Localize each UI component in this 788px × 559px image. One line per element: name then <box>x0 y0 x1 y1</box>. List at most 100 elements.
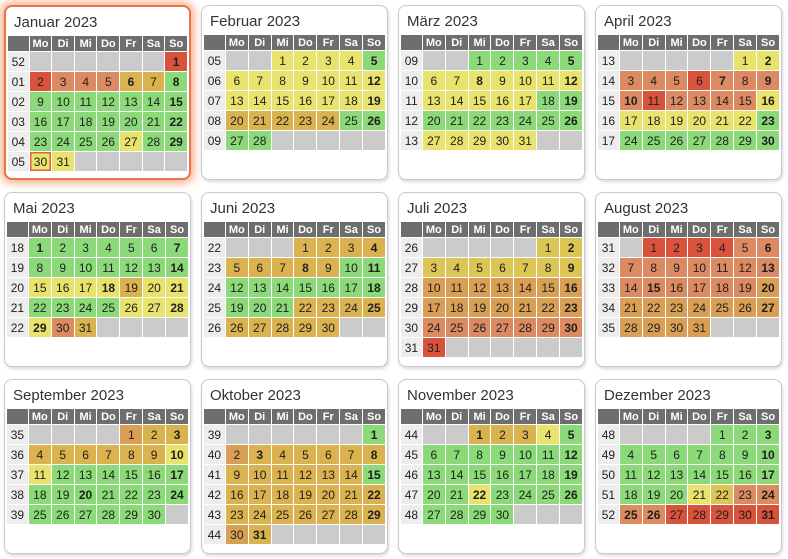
day-cell[interactable]: 7 <box>248 71 271 90</box>
day-cell[interactable]: 13 <box>74 465 97 484</box>
day-cell[interactable]: 11 <box>97 258 120 277</box>
day-cell[interactable]: 9 <box>757 71 779 90</box>
day-cell[interactable]: 25 <box>537 111 560 130</box>
day-cell[interactable]: 5 <box>642 445 665 464</box>
day-cell[interactable]: 26 <box>294 505 317 524</box>
day-cell[interactable]: 18 <box>445 298 468 317</box>
day-cell[interactable]: 20 <box>491 298 514 317</box>
day-cell[interactable]: 13 <box>120 92 142 111</box>
day-cell[interactable]: 10 <box>340 258 363 277</box>
day-cell[interactable]: 21 <box>271 298 294 317</box>
day-cell[interactable]: 6 <box>422 445 445 464</box>
day-cell[interactable]: 9 <box>29 92 52 111</box>
day-cell[interactable]: 5 <box>120 238 143 257</box>
day-cell[interactable]: 10 <box>248 465 271 484</box>
day-cell[interactable]: 28 <box>142 132 165 151</box>
day-cell[interactable]: 2 <box>734 425 757 444</box>
day-cell[interactable]: 6 <box>143 238 166 257</box>
day-cell[interactable]: 9 <box>294 71 317 90</box>
day-cell[interactable]: 28 <box>340 505 363 524</box>
day-cell[interactable]: 18 <box>271 485 294 504</box>
day-cell[interactable]: 4 <box>74 72 97 91</box>
day-cell[interactable]: 16 <box>294 91 317 110</box>
day-cell[interactable]: 5 <box>468 258 491 277</box>
day-cell[interactable]: 15 <box>28 278 51 297</box>
day-cell[interactable]: 8 <box>28 258 51 277</box>
day-cell[interactable]: 22 <box>271 111 294 130</box>
day-cell[interactable]: 26 <box>560 111 582 130</box>
day-cell[interactable]: 27 <box>665 505 688 524</box>
day-cell[interactable]: 27 <box>120 132 142 151</box>
day-cell[interactable]: 13 <box>422 465 445 484</box>
day-cell[interactable]: 1 <box>271 51 294 70</box>
day-cell[interactable]: 15 <box>468 465 491 484</box>
day-cell[interactable]: 3 <box>514 51 537 70</box>
day-cell[interactable]: 1 <box>734 51 757 70</box>
day-cell[interactable]: 19 <box>294 485 317 504</box>
day-cell[interactable]: 29 <box>734 131 757 150</box>
day-cell[interactable]: 4 <box>537 51 560 70</box>
day-cell[interactable]: 19 <box>734 278 757 297</box>
day-cell[interactable]: 25 <box>619 505 642 524</box>
day-cell[interactable]: 31 <box>52 152 74 171</box>
day-cell[interactable]: 27 <box>74 505 97 524</box>
day-cell[interactable]: 23 <box>317 298 340 317</box>
day-cell[interactable]: 15 <box>363 465 385 484</box>
day-cell[interactable]: 3 <box>248 445 271 464</box>
day-cell[interactable]: 3 <box>74 238 97 257</box>
day-cell[interactable]: 26 <box>97 132 120 151</box>
day-cell[interactable]: 18 <box>340 91 363 110</box>
day-cell[interactable]: 3 <box>52 72 74 91</box>
day-cell[interactable]: 2 <box>317 238 340 257</box>
day-cell[interactable]: 14 <box>142 92 165 111</box>
day-cell[interactable]: 24 <box>317 111 340 130</box>
day-cell[interactable]: 2 <box>29 72 52 91</box>
day-cell[interactable]: 26 <box>642 505 665 524</box>
day-cell[interactable]: 16 <box>143 465 166 484</box>
day-cell[interactable]: 25 <box>711 298 734 317</box>
day-cell[interactable]: 23 <box>29 132 52 151</box>
day-cell[interactable]: 30 <box>51 318 74 337</box>
day-cell[interactable]: 15 <box>468 91 491 110</box>
day-cell[interactable]: 21 <box>97 485 120 504</box>
day-cell[interactable]: 12 <box>734 258 757 277</box>
day-cell[interactable]: 4 <box>28 445 51 464</box>
day-cell[interactable]: 17 <box>52 112 74 131</box>
day-cell[interactable]: 15 <box>120 465 143 484</box>
day-cell[interactable]: 24 <box>340 298 363 317</box>
day-cell[interactable]: 7 <box>340 445 363 464</box>
day-cell[interactable]: 22 <box>468 485 491 504</box>
day-cell[interactable]: 21 <box>711 111 734 130</box>
day-cell[interactable]: 4 <box>363 238 385 257</box>
day-cell[interactable]: 19 <box>468 298 491 317</box>
day-cell[interactable]: 2 <box>143 425 166 444</box>
day-cell[interactable]: 8 <box>363 445 385 464</box>
day-cell[interactable]: 7 <box>514 258 537 277</box>
day-cell[interactable]: 30 <box>757 131 779 150</box>
day-cell[interactable]: 26 <box>363 111 385 130</box>
day-cell[interactable]: 10 <box>514 445 537 464</box>
day-cell[interactable]: 14 <box>619 278 642 297</box>
day-cell[interactable]: 24 <box>514 485 537 504</box>
day-cell[interactable]: 5 <box>734 238 757 257</box>
day-cell[interactable]: 11 <box>340 71 363 90</box>
day-cell[interactable]: 9 <box>317 258 340 277</box>
day-cell[interactable]: 29 <box>537 318 560 337</box>
day-cell[interactable]: 6 <box>74 445 97 464</box>
day-cell[interactable]: 7 <box>142 72 165 91</box>
day-cell[interactable]: 26 <box>120 298 143 317</box>
day-cell[interactable]: 9 <box>491 445 514 464</box>
day-cell[interactable]: 20 <box>74 485 97 504</box>
day-cell[interactable]: 1 <box>294 238 317 257</box>
day-cell[interactable]: 17 <box>514 91 537 110</box>
day-cell[interactable]: 4 <box>97 238 120 257</box>
day-cell[interactable]: 15 <box>734 91 757 110</box>
day-cell[interactable]: 18 <box>97 278 120 297</box>
day-cell[interactable]: 9 <box>143 445 166 464</box>
day-cell[interactable]: 23 <box>665 298 688 317</box>
day-cell[interactable]: 20 <box>120 112 142 131</box>
day-cell[interactable]: 24 <box>757 485 779 504</box>
day-cell[interactable]: 2 <box>491 425 514 444</box>
day-cell[interactable]: 7 <box>271 258 294 277</box>
day-cell[interactable]: 7 <box>97 445 120 464</box>
